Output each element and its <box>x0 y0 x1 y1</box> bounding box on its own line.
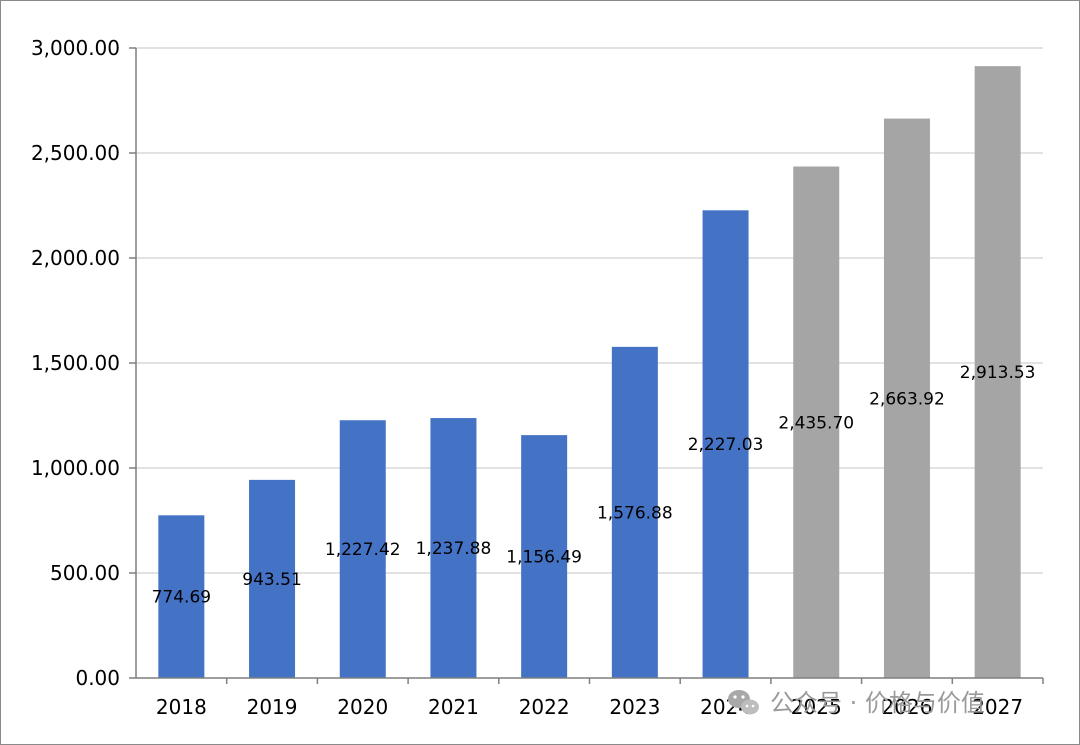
y-tick-label: 1,000.00 <box>31 456 120 480</box>
axes: 0.00 500.00 1,000.00 1,500.00 2,000.00 2,500.… <box>31 36 1044 719</box>
x-tick-label: 2021 <box>428 695 479 719</box>
watermark: 公众号 · 价格与价值 <box>728 689 985 717</box>
watermark-text: 公众号 · 价格与价值 <box>770 689 985 717</box>
x-tick-label: 2018 <box>156 695 207 719</box>
data-label: 2,435.70 <box>778 413 854 433</box>
y-tick-label: 1,500.00 <box>31 351 120 375</box>
bar-2019 <box>249 479 296 678</box>
bar-2025 <box>793 166 840 679</box>
y-tick-label: 2,000.00 <box>31 246 120 270</box>
wechat-icon <box>728 690 759 715</box>
data-label: 1,156.49 <box>506 548 582 568</box>
data-label: 2,913.53 <box>960 363 1036 383</box>
bar-2024 <box>702 210 749 678</box>
y-tick-label: 3,000.00 <box>31 36 120 60</box>
y-tick-label: 500.00 <box>50 561 120 585</box>
data-label: 2,663.92 <box>869 389 945 409</box>
x-tick-label: 2022 <box>519 695 570 719</box>
bar-2021 <box>430 418 477 678</box>
x-tick-label: 2020 <box>337 695 388 719</box>
data-label: 1,227.42 <box>325 540 401 560</box>
x-tick-label: 2025 <box>791 695 842 719</box>
data-label: 774.69 <box>152 588 211 608</box>
data-label: 2,227.03 <box>688 435 764 455</box>
bar-2020 <box>339 420 386 678</box>
y-tick-label: 0.00 <box>75 666 120 690</box>
x-tick-label: 2026 <box>881 695 932 719</box>
x-tick-label: 2027 <box>972 695 1023 719</box>
bar-2023 <box>611 346 658 678</box>
x-tick-label: 2019 <box>247 695 298 719</box>
x-tick-label: 2023 <box>609 695 660 719</box>
y-tick-label: 2,500.00 <box>31 141 120 165</box>
data-label: 943.51 <box>242 570 301 590</box>
bar-2022 <box>521 435 568 678</box>
bar-2018 <box>158 515 205 678</box>
data-labels: 774.69 943.51 1,227.42 1,237.88 1,156.49 1,57… <box>152 363 1036 608</box>
bar-2027 <box>974 66 1021 679</box>
bar-2026 <box>883 118 930 679</box>
bars <box>158 66 1021 679</box>
data-label: 1,576.88 <box>597 503 673 523</box>
data-label: 1,237.88 <box>416 539 492 559</box>
